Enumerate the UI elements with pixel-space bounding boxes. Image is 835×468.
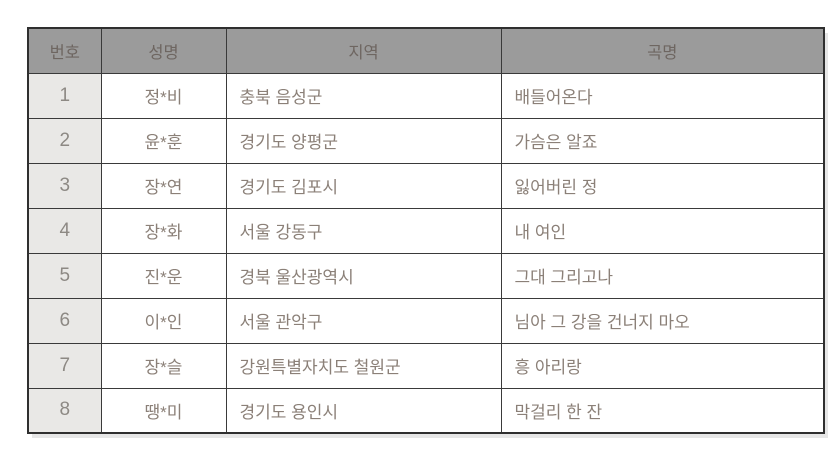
cell-song: 내 여인 xyxy=(500,207,825,254)
cell-no: 7 xyxy=(27,342,102,389)
cell-name: 이*인 xyxy=(100,297,227,344)
cell-song: 잃어버린 정 xyxy=(500,162,825,209)
table-row: 6 이*인 서울 관악구 님아 그 강을 건너지 마오 xyxy=(27,297,825,344)
cell-no: 5 xyxy=(27,252,102,299)
table-row: 4 장*화 서울 강동구 내 여인 xyxy=(27,207,825,254)
cell-name: 윤*훈 xyxy=(100,117,227,164)
table-row: 5 진*운 경북 울산광역시 그대 그리고나 xyxy=(27,252,825,299)
cell-song: 가슴은 알죠 xyxy=(500,117,825,164)
cell-song: 님아 그 강을 건너지 마오 xyxy=(500,297,825,344)
cell-region: 서울 강동구 xyxy=(225,207,502,254)
cell-region: 서울 관악구 xyxy=(225,297,502,344)
cell-region: 경기도 김포시 xyxy=(225,162,502,209)
cell-song: 그대 그리고나 xyxy=(500,252,825,299)
table-row: 8 땡*미 경기도 용인시 막걸리 한 잔 xyxy=(27,387,825,434)
table-row: 2 윤*훈 경기도 양평군 가슴은 알죠 xyxy=(27,117,825,164)
cell-no: 2 xyxy=(27,117,102,164)
table-row: 3 장*연 경기도 김포시 잃어버린 정 xyxy=(27,162,825,209)
cell-name: 장*연 xyxy=(100,162,227,209)
entry-table: 번호 성명 지역 곡명 1 정*비 충북 음성군 배들어온다 2 윤*훈 경기도… xyxy=(27,27,825,434)
cell-name: 정*비 xyxy=(100,72,227,119)
table-row: 1 정*비 충북 음성군 배들어온다 xyxy=(27,72,825,119)
cell-song: 배들어온다 xyxy=(500,72,825,119)
cell-song: 흥 아리랑 xyxy=(500,342,825,389)
cell-no: 1 xyxy=(27,72,102,119)
cell-name: 땡*미 xyxy=(100,387,227,434)
cell-name: 장*화 xyxy=(100,207,227,254)
cell-no: 3 xyxy=(27,162,102,209)
header-cell-region: 지역 xyxy=(225,27,502,74)
header-cell-song: 곡명 xyxy=(500,27,825,74)
cell-region: 경기도 양평군 xyxy=(225,117,502,164)
header-cell-number: 번호 xyxy=(27,27,102,74)
cell-no: 8 xyxy=(27,387,102,434)
cell-name: 장*슬 xyxy=(100,342,227,389)
header-row: 번호 성명 지역 곡명 xyxy=(27,27,825,74)
cell-region: 충북 음성군 xyxy=(225,72,502,119)
cell-name: 진*운 xyxy=(100,252,227,299)
cell-no: 4 xyxy=(27,207,102,254)
cell-song: 막걸리 한 잔 xyxy=(500,387,825,434)
cell-region: 경북 울산광역시 xyxy=(225,252,502,299)
header-cell-name: 성명 xyxy=(100,27,227,74)
cell-region: 경기도 용인시 xyxy=(225,387,502,434)
table-row: 7 장*슬 강원특별자치도 철원군 흥 아리랑 xyxy=(27,342,825,389)
cell-region: 강원특별자치도 철원군 xyxy=(225,342,502,389)
cell-no: 6 xyxy=(27,297,102,344)
